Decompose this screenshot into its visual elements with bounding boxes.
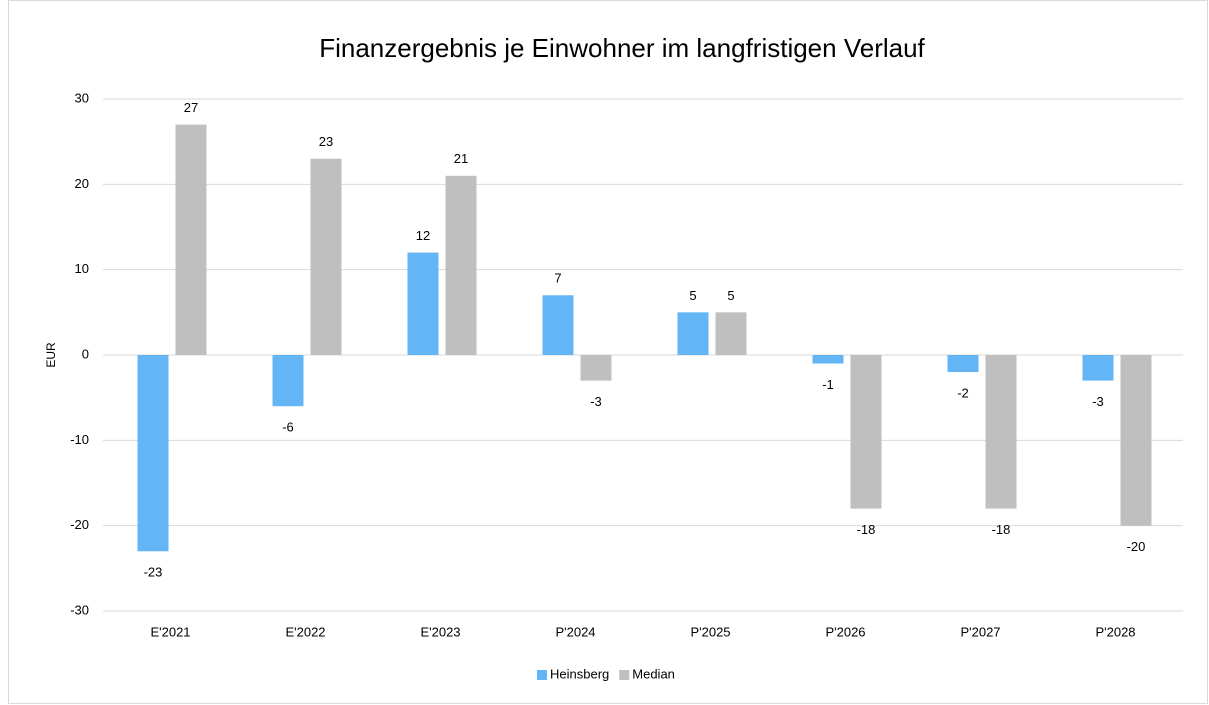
y-tick-label: 20 (75, 176, 89, 191)
data-label: 5 (689, 288, 696, 303)
data-label: 7 (554, 271, 561, 286)
data-label: -3 (1092, 394, 1104, 409)
bar (677, 312, 709, 355)
x-tick-label: P'2025 (690, 624, 730, 639)
bar (407, 252, 439, 355)
legend-label: Median (632, 666, 675, 681)
bar (175, 124, 207, 355)
data-label: 21 (454, 151, 468, 166)
bar (580, 355, 612, 381)
x-tick-label: E'2021 (150, 624, 190, 639)
bar (542, 295, 574, 355)
x-tick-label: P'2026 (825, 624, 865, 639)
bar (947, 355, 979, 373)
y-tick-label: 10 (75, 261, 89, 276)
data-label: -1 (822, 377, 834, 392)
data-label: 27 (184, 100, 198, 115)
y-tick-label: -10 (70, 432, 89, 447)
bar (445, 175, 477, 355)
data-label: -18 (857, 522, 876, 537)
data-label: -2 (957, 386, 969, 401)
y-tick-label: -30 (70, 602, 89, 617)
y-axis-label: EUR (44, 342, 58, 368)
data-label: 12 (416, 228, 430, 243)
y-tick-label: 30 (75, 90, 89, 105)
legend-swatch (537, 670, 547, 680)
data-label: -20 (1127, 539, 1146, 554)
bar (1120, 355, 1152, 526)
bar (272, 355, 304, 407)
bar (812, 355, 844, 364)
chart-frame (8, 0, 1208, 704)
x-tick-label: P'2024 (555, 624, 595, 639)
data-label: -23 (144, 565, 163, 580)
bar (715, 312, 747, 355)
legend-swatch (619, 670, 630, 680)
y-tick-label: 0 (82, 346, 89, 361)
x-tick-label: E'2023 (420, 624, 460, 639)
x-tick-label: E'2022 (285, 624, 325, 639)
data-label: -3 (590, 394, 602, 409)
data-label: -18 (992, 522, 1011, 537)
bar (310, 158, 342, 355)
y-tick-label: -20 (70, 517, 89, 532)
bar (1082, 355, 1114, 381)
data-label: -6 (282, 420, 294, 435)
bar (850, 355, 882, 509)
bar (985, 355, 1017, 509)
data-label: 23 (319, 134, 333, 149)
x-tick-label: P'2028 (1095, 624, 1135, 639)
x-tick-label: P'2027 (960, 624, 1000, 639)
bar (137, 355, 169, 552)
legend-label: Heinsberg (550, 666, 609, 681)
data-label: 5 (727, 288, 734, 303)
chart-title: Finanzergebnis je Einwohner im langfrist… (319, 33, 925, 63)
